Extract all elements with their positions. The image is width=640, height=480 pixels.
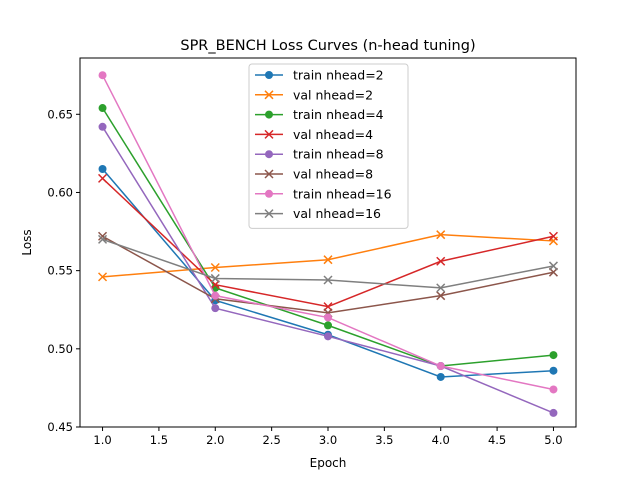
legend-marker — [265, 71, 273, 79]
data-point — [98, 231, 108, 241]
legend-label: val nhead=4 — [293, 127, 373, 142]
legend-marker — [264, 129, 274, 139]
data-point — [436, 362, 445, 371]
legend-entry: val nhead=2 — [255, 87, 373, 102]
data-point — [98, 173, 108, 183]
legend-entry: val nhead=16 — [255, 206, 381, 221]
legend-marker — [264, 90, 274, 100]
legend-marker — [265, 150, 273, 159]
legend-label: val nhead=2 — [293, 87, 373, 102]
y-axis-label: Loss — [20, 229, 34, 255]
data-point — [323, 275, 333, 285]
y-tick-label: 0.60 — [47, 185, 73, 199]
y-tick-label: 0.55 — [47, 264, 73, 278]
plot-area — [98, 71, 558, 417]
x-tick-label: 4.0 — [432, 433, 450, 447]
data-point — [549, 351, 558, 360]
legend-marker — [265, 189, 273, 198]
legend-entry: val nhead=8 — [255, 167, 373, 182]
legend-box — [248, 63, 409, 229]
data-point — [436, 291, 446, 301]
data-point — [98, 272, 108, 282]
data-point — [549, 385, 558, 394]
legend-entry: train nhead=16 — [255, 186, 392, 201]
series-train-nhead-16 — [98, 71, 558, 394]
data-point — [549, 408, 558, 417]
legend-marker — [265, 110, 273, 119]
x-tick-label: 1.0 — [93, 433, 111, 447]
x-axis-label: Epoch — [310, 456, 347, 470]
y-tick-label: 0.65 — [47, 107, 73, 121]
data-point — [323, 255, 333, 265]
data-point — [98, 122, 107, 131]
series-val-nhead-2 — [98, 230, 558, 282]
x-tick-label: 3.5 — [375, 433, 393, 447]
data-point — [324, 321, 332, 330]
x-tick-label: 2.0 — [206, 433, 224, 447]
data-point — [436, 256, 446, 266]
legend-label: train nhead=16 — [293, 186, 392, 201]
chart-title: SPR_BENCH Loss Curves (n-head tuning) — [180, 38, 475, 54]
x-tick-label: 5.0 — [544, 433, 562, 447]
legend-marker — [264, 209, 274, 219]
data-point — [98, 104, 107, 113]
data-point — [436, 283, 446, 293]
data-point — [210, 273, 220, 283]
data-point — [98, 71, 107, 80]
legend-entry: train nhead=4 — [255, 107, 384, 122]
y-tick-label: 0.50 — [47, 342, 73, 356]
series-val-nhead-16 — [98, 234, 558, 293]
y-tick-label: 0.45 — [47, 420, 73, 434]
data-point — [211, 291, 220, 300]
legend-entry: val nhead=4 — [255, 127, 373, 142]
x-tick-label: 3.0 — [319, 433, 337, 447]
x-tick-label: 2.5 — [262, 433, 280, 447]
x-tick-label: 4.5 — [488, 433, 506, 447]
data-point — [211, 304, 220, 313]
data-point — [549, 366, 558, 375]
data-point — [324, 313, 332, 322]
legend-label: train nhead=8 — [293, 147, 384, 162]
data-point — [436, 372, 445, 381]
legend: train nhead=2 val nhead=2 train nhead=4 val… — [248, 63, 409, 229]
data-point — [548, 261, 558, 271]
legend-label: val nhead=8 — [293, 167, 373, 182]
legend-label: train nhead=2 — [293, 68, 384, 83]
legend-label: val nhead=16 — [293, 206, 381, 221]
legend-label: train nhead=4 — [293, 107, 384, 122]
legend-entry: train nhead=2 — [255, 68, 384, 83]
data-point — [324, 332, 332, 341]
legend-entry: train nhead=8 — [255, 147, 384, 162]
data-point — [436, 230, 446, 240]
x-tick-label: 1.5 — [150, 433, 168, 447]
data-point — [548, 231, 558, 241]
data-point — [98, 234, 108, 244]
legend-marker — [264, 169, 274, 179]
data-point — [98, 165, 107, 174]
data-point — [210, 262, 220, 273]
